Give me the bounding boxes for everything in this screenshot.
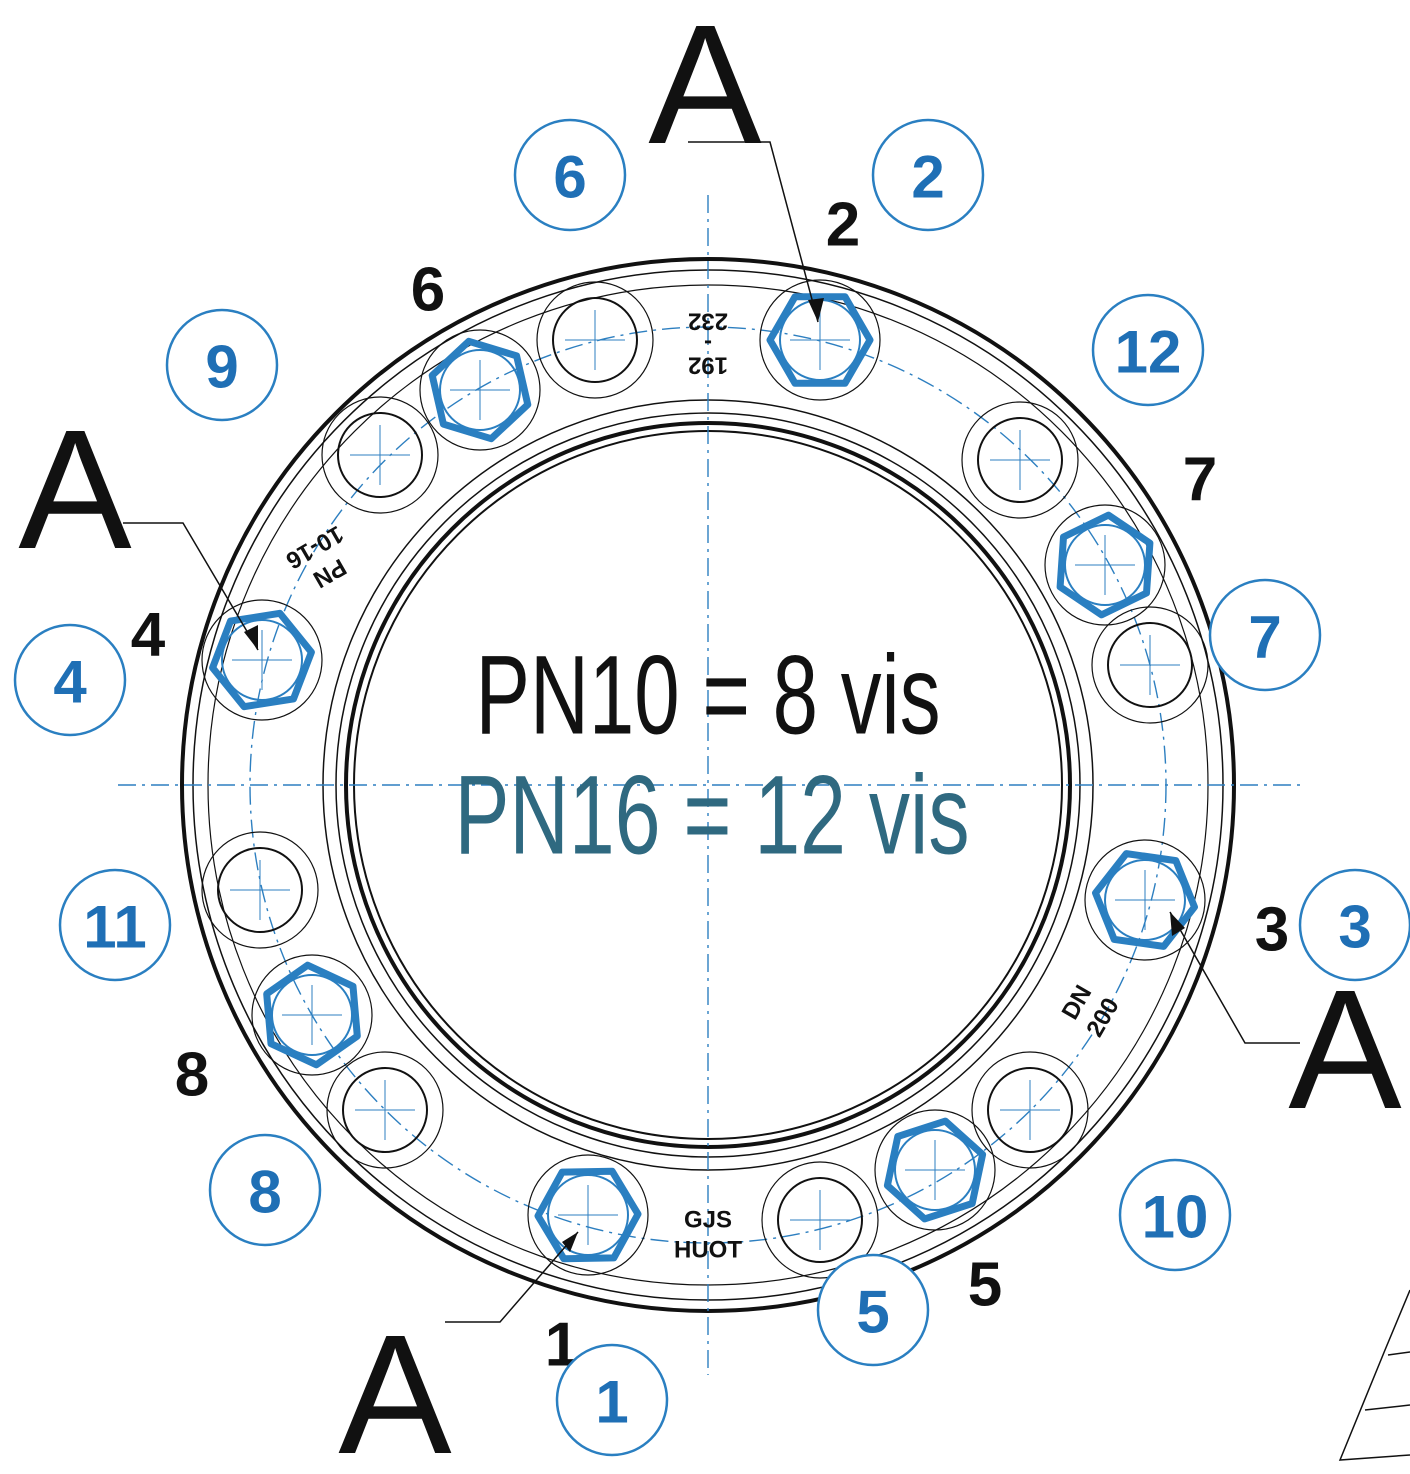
engraving-text: HUOT bbox=[674, 1237, 742, 1264]
pn10-order: 5 bbox=[968, 1251, 1002, 1320]
section-mark: A bbox=[338, 1300, 452, 1469]
pn16-order: 5 bbox=[856, 1279, 889, 1346]
pn16-order: 3 bbox=[1338, 894, 1371, 961]
section-mark: A bbox=[1288, 955, 1402, 1145]
pn16-order: 1 bbox=[595, 1369, 628, 1436]
engraving-text: GJS bbox=[684, 1207, 732, 1234]
pn16-order: 8 bbox=[248, 1159, 281, 1226]
pn10-rule: PN10 = 8 vis bbox=[476, 633, 941, 758]
engraving: PN10-16 bbox=[281, 520, 363, 600]
page: { "center_text": {"pn10": "PN10 = 8 vis"… bbox=[0, 0, 1410, 1469]
section-mark: A bbox=[18, 395, 132, 585]
engraving-text: 232 bbox=[688, 308, 728, 335]
pn16-rule: PN16 = 12 vis bbox=[455, 753, 970, 878]
pn16-order: 10 bbox=[1142, 1184, 1209, 1251]
pn16-order: 2 bbox=[911, 144, 944, 211]
pn10-order: 4 bbox=[131, 601, 166, 670]
pn16-order: 9 bbox=[205, 334, 238, 401]
pn10-order: 7 bbox=[1183, 446, 1217, 515]
section-mark: A bbox=[648, 0, 762, 180]
pn10-order: 2 bbox=[826, 191, 860, 260]
pn16-order: 11 bbox=[83, 894, 146, 961]
pn16-order: 4 bbox=[53, 649, 87, 716]
pn16-order: 6 bbox=[553, 144, 586, 211]
engraving: 192-232 bbox=[688, 308, 728, 379]
drawing: PN10 = 8 vis PN16 = 12 vis AAAA267438516… bbox=[0, 0, 1410, 1469]
pn16-order: 12 bbox=[1115, 319, 1182, 386]
pn10-order: 6 bbox=[411, 256, 445, 325]
pn16-order: 7 bbox=[1248, 604, 1281, 671]
pn10-order: 8 bbox=[175, 1041, 209, 1110]
side-sketch bbox=[1340, 1290, 1410, 1460]
pn10-order: 3 bbox=[1255, 896, 1289, 965]
